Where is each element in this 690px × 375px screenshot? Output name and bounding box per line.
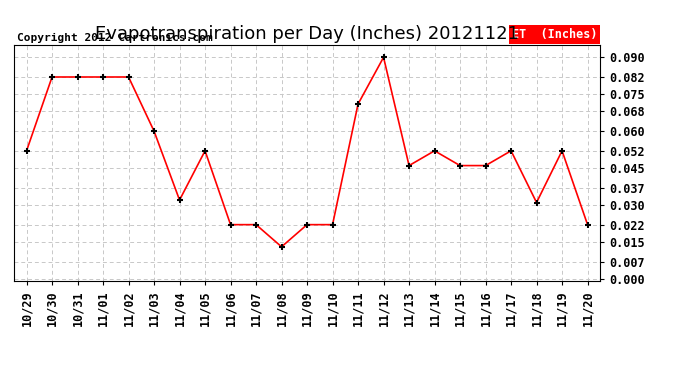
- Text: ET  (Inches): ET (Inches): [512, 28, 598, 41]
- Title: Evapotranspiration per Day (Inches) 20121121: Evapotranspiration per Day (Inches) 2012…: [95, 26, 519, 44]
- Text: Copyright 2012 Cartronics.com: Copyright 2012 Cartronics.com: [17, 33, 213, 43]
